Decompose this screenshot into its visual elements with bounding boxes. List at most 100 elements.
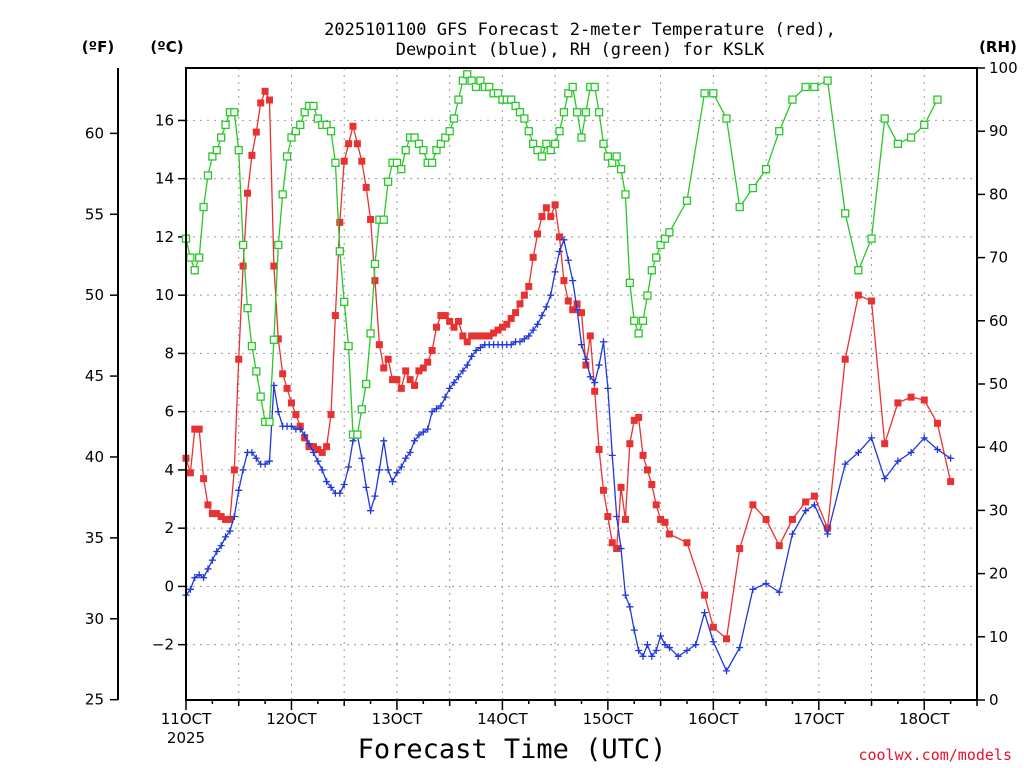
temperature-point: [226, 515, 234, 523]
rh-point: [555, 127, 564, 136]
rh-point: [630, 316, 639, 325]
dewpoint-point: [868, 434, 876, 442]
temperature-point: [283, 384, 291, 392]
dewpoint-point: [824, 530, 832, 538]
temperature-point: [261, 87, 269, 95]
temperature-point: [230, 466, 238, 474]
dewpoint-point: [665, 644, 673, 652]
rh-point: [419, 146, 428, 155]
temperature-point: [419, 364, 427, 372]
temperature-point: [534, 230, 542, 238]
temperature-point: [345, 140, 353, 148]
temperature-point: [630, 416, 638, 424]
rh-point: [274, 240, 283, 250]
temperature-point: [195, 425, 203, 433]
temperature-point: [810, 492, 818, 500]
temperature-point: [393, 376, 401, 384]
rh-point: [313, 114, 322, 123]
temperature-point: [428, 347, 436, 355]
temperature-point: [648, 480, 656, 488]
dewpoint-point: [380, 437, 388, 445]
temperature-point: [248, 151, 256, 159]
temperature-point: [569, 306, 577, 314]
dewpoint-point: [415, 431, 423, 439]
dewpoint-point: [810, 501, 818, 509]
rh-point: [920, 120, 929, 130]
temperature-point: [481, 332, 489, 340]
dewpoint-point: [191, 574, 199, 582]
temperature-point: [665, 530, 673, 538]
temperature-point: [349, 122, 357, 130]
rh-point: [366, 329, 375, 338]
dewpoint-point: [454, 373, 462, 381]
temperature-point: [406, 376, 414, 384]
rh-point: [322, 120, 331, 130]
temperature-point: [582, 361, 590, 369]
temperature-point: [617, 483, 625, 491]
temperature-point: [186, 469, 194, 477]
temperature-point: [213, 510, 221, 518]
dewpoint-point: [340, 480, 348, 488]
dewpoint-point: [749, 585, 757, 593]
temperature-point: [309, 443, 317, 451]
dewpoint-point: [692, 641, 700, 649]
dewpoint-point: [301, 431, 309, 439]
temperature-point: [336, 218, 344, 226]
dewpoint-point: [441, 393, 449, 401]
temperature-point: [257, 99, 265, 107]
dewpoint-point: [200, 574, 208, 582]
temperature-point: [340, 157, 348, 165]
dewpoint-point: [309, 448, 317, 456]
rh-point: [594, 108, 604, 117]
temperature-line: [185, 89, 952, 641]
temperature-point: [450, 323, 458, 331]
temperature-point: [608, 539, 616, 547]
dewpoint-point: [375, 466, 383, 474]
rh-point: [550, 139, 560, 148]
rh-point: [634, 329, 643, 338]
rh-point: [581, 108, 591, 117]
rh-point: [199, 202, 208, 212]
rh-point: [467, 76, 476, 85]
rh-point: [471, 82, 481, 92]
rh-point: [625, 278, 634, 288]
x-tick-label: 16OCT: [688, 710, 739, 728]
rh-point: [603, 152, 613, 161]
dewpoint-point: [323, 478, 331, 486]
temperature-point: [613, 545, 621, 553]
dewpoint-point: [235, 486, 243, 494]
fahrenheit-tick-label: 35: [85, 529, 104, 547]
temperature-point: [402, 367, 410, 375]
temperature-point: [362, 183, 370, 191]
temperature-point: [375, 341, 383, 349]
rh-point: [234, 146, 243, 155]
rh-point: [269, 335, 279, 344]
rh-point: [906, 133, 916, 142]
dewpoint-point: [762, 580, 770, 588]
dewpoint-point: [226, 527, 234, 535]
rh-point: [515, 108, 525, 117]
fahrenheit-tick-label: 60: [85, 124, 104, 142]
rh-point: [493, 89, 503, 98]
rh-point: [507, 95, 516, 104]
temperature-point: [252, 128, 260, 136]
dewpoint-point: [472, 347, 480, 355]
celsius-tick-label: 14: [155, 170, 174, 188]
rh-point: [709, 89, 718, 98]
rh-point: [748, 183, 758, 193]
dewpoint-point: [591, 379, 599, 387]
dewpoint-point: [854, 448, 862, 456]
fahrenheit-tick-label: 25: [85, 691, 104, 709]
temperature-point: [573, 300, 581, 308]
temperature-point: [384, 355, 392, 363]
rh-point: [524, 127, 533, 136]
dewpoint-point: [674, 652, 682, 660]
celsius-tick-label: 6: [164, 403, 174, 421]
fahrenheit-tick-label: 45: [85, 367, 104, 385]
rh-point: [340, 297, 349, 306]
dewpoint-point: [894, 457, 902, 465]
temperature-point: [547, 213, 555, 221]
dewpoint-point: [525, 332, 533, 340]
rh-point: [436, 139, 446, 148]
rh-tick-label: 60: [989, 312, 1008, 330]
